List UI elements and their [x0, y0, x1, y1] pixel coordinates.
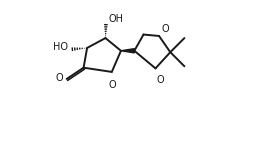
Text: O: O [162, 24, 169, 34]
Text: O: O [56, 73, 63, 83]
Text: O: O [109, 80, 116, 90]
Text: O: O [157, 75, 165, 85]
Text: HO: HO [53, 42, 68, 52]
Text: OH: OH [108, 14, 123, 24]
Polygon shape [121, 49, 134, 53]
